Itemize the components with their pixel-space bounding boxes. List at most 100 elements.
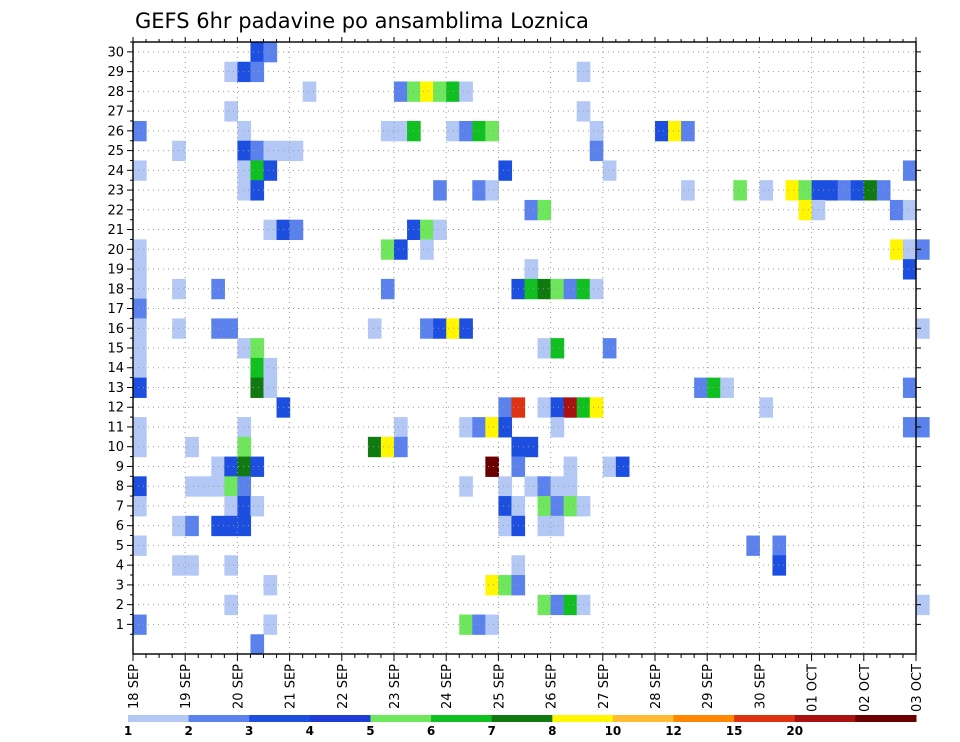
heatmap-cell (433, 81, 447, 102)
heatmap-cell (133, 120, 147, 142)
heatmap-cell (485, 417, 499, 438)
heatmap-cell (902, 239, 917, 260)
heatmap-cell (198, 476, 212, 497)
heatmap-cell (263, 357, 278, 379)
heatmap-cell (524, 476, 539, 497)
heatmap-cell (250, 42, 265, 63)
heatmap-cell (185, 476, 199, 497)
heatmap-cell (472, 120, 486, 142)
heatmap-cell (133, 298, 147, 319)
heatmap-cell (916, 318, 930, 339)
legend-label: 2 (184, 724, 192, 738)
heatmap-cell (889, 239, 904, 260)
heatmap-cell (133, 160, 147, 181)
heatmap-cell (263, 42, 278, 63)
y-tick-label: 6 (116, 519, 124, 534)
heatmap-cell (133, 496, 147, 517)
heatmap-cell (485, 180, 499, 201)
heatmap-cell (694, 377, 708, 398)
heatmap-cell (133, 259, 147, 280)
y-tick-label: 11 (107, 420, 124, 435)
heatmap-cell (250, 160, 265, 181)
legend-swatch (491, 715, 553, 722)
heatmap-cell (537, 397, 552, 418)
y-tick-label: 15 (107, 342, 124, 357)
heatmap-cell (237, 515, 252, 537)
y-tick-label: 22 (107, 203, 124, 218)
heatmap-cell (602, 456, 617, 477)
heatmap-cell (224, 318, 238, 339)
heatmap-cell (615, 456, 630, 477)
y-tick-label: 1 (116, 618, 124, 633)
heatmap-cell (668, 120, 682, 142)
heatmap-cell (537, 338, 552, 359)
legend-swatch (734, 715, 796, 722)
x-tick-label: 30 SEP (753, 664, 768, 709)
y-tick-label: 27 (107, 105, 124, 120)
heatmap-cell (537, 476, 552, 497)
heatmap-cell (133, 239, 147, 260)
heatmap-cell (589, 278, 604, 300)
heatmap-cell (263, 140, 278, 162)
heatmap-cell (250, 357, 265, 379)
legend-label: 6 (427, 724, 435, 738)
heatmap-cell (563, 594, 578, 616)
heatmap-cell (224, 61, 238, 83)
legend-swatch (249, 715, 311, 722)
heatmap-cell (563, 456, 578, 477)
heatmap-cell (589, 140, 604, 162)
legend-label: 5 (366, 724, 374, 738)
heatmap-cell (433, 318, 447, 339)
legend-swatch (612, 715, 675, 722)
x-tick-label: 01 OCT (806, 664, 821, 712)
legend-label: 10 (605, 724, 622, 738)
heatmap-cell (498, 575, 513, 596)
x-tick-label: 21 SEP (284, 664, 299, 709)
heatmap-cell (550, 417, 565, 438)
heatmap-cell (263, 575, 278, 596)
y-tick-label: 24 (107, 164, 124, 179)
heatmap-cell (824, 180, 839, 201)
heatmap-cell (133, 476, 147, 497)
heatmap-cell (250, 634, 265, 655)
heatmap-cell (420, 81, 434, 102)
legend-swatch (309, 715, 371, 722)
heatmap-cell (902, 160, 917, 181)
heatmap-cell (380, 239, 395, 260)
heatmap-cell (420, 239, 434, 260)
heatmap-cell (459, 417, 473, 438)
heatmap-cell (655, 120, 669, 142)
heatmap-cell (733, 180, 747, 201)
heatmap-cell (394, 120, 408, 142)
heatmap-cell (798, 199, 813, 221)
heatmap-cell (263, 377, 278, 398)
heatmap-cell (916, 417, 930, 438)
heatmap-cell (759, 180, 774, 201)
heatmap-cell (681, 180, 695, 201)
y-tick-label: 28 (107, 85, 124, 100)
y-tick-label: 29 (107, 65, 124, 80)
heatmap-cell (459, 81, 473, 102)
heatmap-cell (133, 436, 147, 458)
heatmap-cell (133, 278, 147, 300)
heatmap-cell (237, 180, 252, 201)
heatmap-cell (380, 436, 395, 458)
x-tick-label: 26 SEP (545, 664, 560, 709)
y-tick-label: 20 (107, 243, 124, 258)
heatmap-cell (850, 180, 865, 201)
heatmap-cell (185, 555, 199, 576)
heatmap-cell (550, 278, 565, 300)
legend-swatch (188, 715, 250, 722)
heatmap-cell (589, 397, 604, 418)
heatmap-cell (459, 318, 473, 339)
heatmap-cell (367, 318, 382, 339)
heatmap-cell (459, 120, 473, 142)
heatmap-cell (237, 61, 252, 83)
heatmap-cell (250, 338, 265, 359)
y-tick-label: 23 (107, 184, 124, 199)
heatmap-cell (902, 199, 917, 221)
heatmap-cell (550, 397, 565, 418)
legend-label: 4 (306, 724, 314, 738)
heatmap-cell (537, 199, 552, 221)
